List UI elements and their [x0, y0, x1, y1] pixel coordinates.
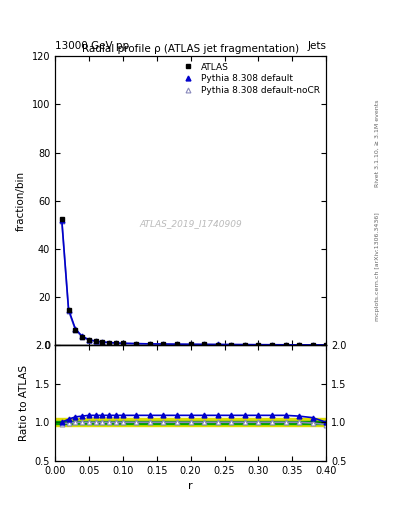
ATLAS — [270, 342, 274, 348]
Pythia 8.308 default-noCR — [202, 342, 207, 348]
Text: Jets: Jets — [307, 40, 326, 51]
ATLAS — [215, 342, 220, 348]
Pythia 8.308 default — [94, 338, 98, 344]
Pythia 8.308 default — [148, 341, 152, 347]
Bar — [55, 418, 326, 426]
Pythia 8.308 default — [256, 342, 261, 348]
Pythia 8.308 default — [80, 333, 84, 339]
Bar — [55, 421, 326, 424]
Pythia 8.308 default-noCR — [161, 341, 166, 347]
Pythia 8.308 default-noCR — [94, 338, 98, 345]
Text: Rivet 3.1.10, ≥ 3.1M events: Rivet 3.1.10, ≥ 3.1M events — [375, 100, 380, 187]
Pythia 8.308 default-noCR — [114, 340, 118, 346]
ATLAS — [100, 339, 105, 345]
Pythia 8.308 default — [188, 341, 193, 347]
Pythia 8.308 default — [324, 342, 329, 348]
Legend: ATLAS, Pythia 8.308 default, Pythia 8.308 default-noCR: ATLAS, Pythia 8.308 default, Pythia 8.30… — [178, 61, 322, 97]
ATLAS — [114, 340, 118, 346]
Line: Pythia 8.308 default-noCR: Pythia 8.308 default-noCR — [59, 219, 329, 348]
ATLAS — [242, 342, 247, 348]
ATLAS — [297, 342, 301, 348]
Pythia 8.308 default — [59, 217, 64, 223]
Pythia 8.308 default — [202, 342, 207, 348]
Line: Pythia 8.308 default: Pythia 8.308 default — [59, 218, 329, 348]
Y-axis label: fraction/bin: fraction/bin — [16, 170, 26, 231]
X-axis label: r: r — [188, 481, 193, 491]
ATLAS — [107, 339, 112, 346]
Pythia 8.308 default-noCR — [215, 342, 220, 348]
Pythia 8.308 default-noCR — [100, 339, 105, 345]
ATLAS — [66, 307, 71, 313]
Pythia 8.308 default-noCR — [59, 218, 64, 224]
ATLAS — [175, 341, 180, 347]
ATLAS — [73, 327, 78, 333]
Pythia 8.308 default — [73, 326, 78, 332]
Pythia 8.308 default-noCR — [107, 339, 112, 346]
ATLAS — [229, 342, 234, 348]
Pythia 8.308 default-noCR — [256, 342, 261, 348]
Pythia 8.308 default — [175, 341, 180, 347]
Text: mcplots.cern.ch [arXiv:1306.3436]: mcplots.cern.ch [arXiv:1306.3436] — [375, 212, 380, 321]
ATLAS — [120, 340, 125, 347]
Pythia 8.308 default-noCR — [324, 342, 329, 348]
Pythia 8.308 default-noCR — [229, 342, 234, 348]
ATLAS — [256, 342, 261, 348]
Pythia 8.308 default-noCR — [66, 308, 71, 314]
Pythia 8.308 default-noCR — [283, 342, 288, 348]
Pythia 8.308 default-noCR — [188, 342, 193, 348]
Pythia 8.308 default-noCR — [86, 337, 91, 343]
Text: ATLAS_2019_I1740909: ATLAS_2019_I1740909 — [139, 219, 242, 228]
Pythia 8.308 default — [229, 342, 234, 348]
Pythia 8.308 default — [242, 342, 247, 348]
ATLAS — [324, 342, 329, 348]
Pythia 8.308 default — [283, 342, 288, 348]
Pythia 8.308 default — [161, 341, 166, 347]
ATLAS — [188, 342, 193, 348]
Pythia 8.308 default — [270, 342, 274, 348]
ATLAS — [148, 341, 152, 347]
Pythia 8.308 default-noCR — [175, 341, 180, 347]
Pythia 8.308 default — [86, 336, 91, 343]
ATLAS — [283, 342, 288, 348]
ATLAS — [202, 342, 207, 348]
Pythia 8.308 default-noCR — [297, 342, 301, 348]
ATLAS — [134, 340, 139, 347]
Pythia 8.308 default — [134, 340, 139, 347]
ATLAS — [161, 341, 166, 347]
Pythia 8.308 default — [114, 340, 118, 346]
ATLAS — [59, 216, 64, 222]
Title: Radial profile ρ (ATLAS jet fragmentation): Radial profile ρ (ATLAS jet fragmentatio… — [82, 44, 299, 54]
Y-axis label: Ratio to ATLAS: Ratio to ATLAS — [19, 365, 29, 441]
Pythia 8.308 default-noCR — [73, 327, 78, 333]
Pythia 8.308 default — [66, 307, 71, 313]
ATLAS — [94, 338, 98, 345]
Pythia 8.308 default — [100, 339, 105, 345]
Pythia 8.308 default — [107, 339, 112, 346]
Text: 13000 GeV pp: 13000 GeV pp — [55, 40, 129, 51]
Pythia 8.308 default-noCR — [80, 334, 84, 340]
Pythia 8.308 default-noCR — [120, 340, 125, 347]
Pythia 8.308 default-noCR — [148, 341, 152, 347]
ATLAS — [310, 342, 315, 348]
Pythia 8.308 default-noCR — [134, 340, 139, 347]
Line: ATLAS: ATLAS — [59, 217, 329, 348]
Pythia 8.308 default — [120, 340, 125, 346]
Pythia 8.308 default-noCR — [270, 342, 274, 348]
Pythia 8.308 default — [310, 342, 315, 348]
ATLAS — [86, 337, 91, 343]
Pythia 8.308 default — [215, 342, 220, 348]
Pythia 8.308 default-noCR — [242, 342, 247, 348]
ATLAS — [80, 334, 84, 340]
Pythia 8.308 default — [297, 342, 301, 348]
Pythia 8.308 default-noCR — [310, 342, 315, 348]
